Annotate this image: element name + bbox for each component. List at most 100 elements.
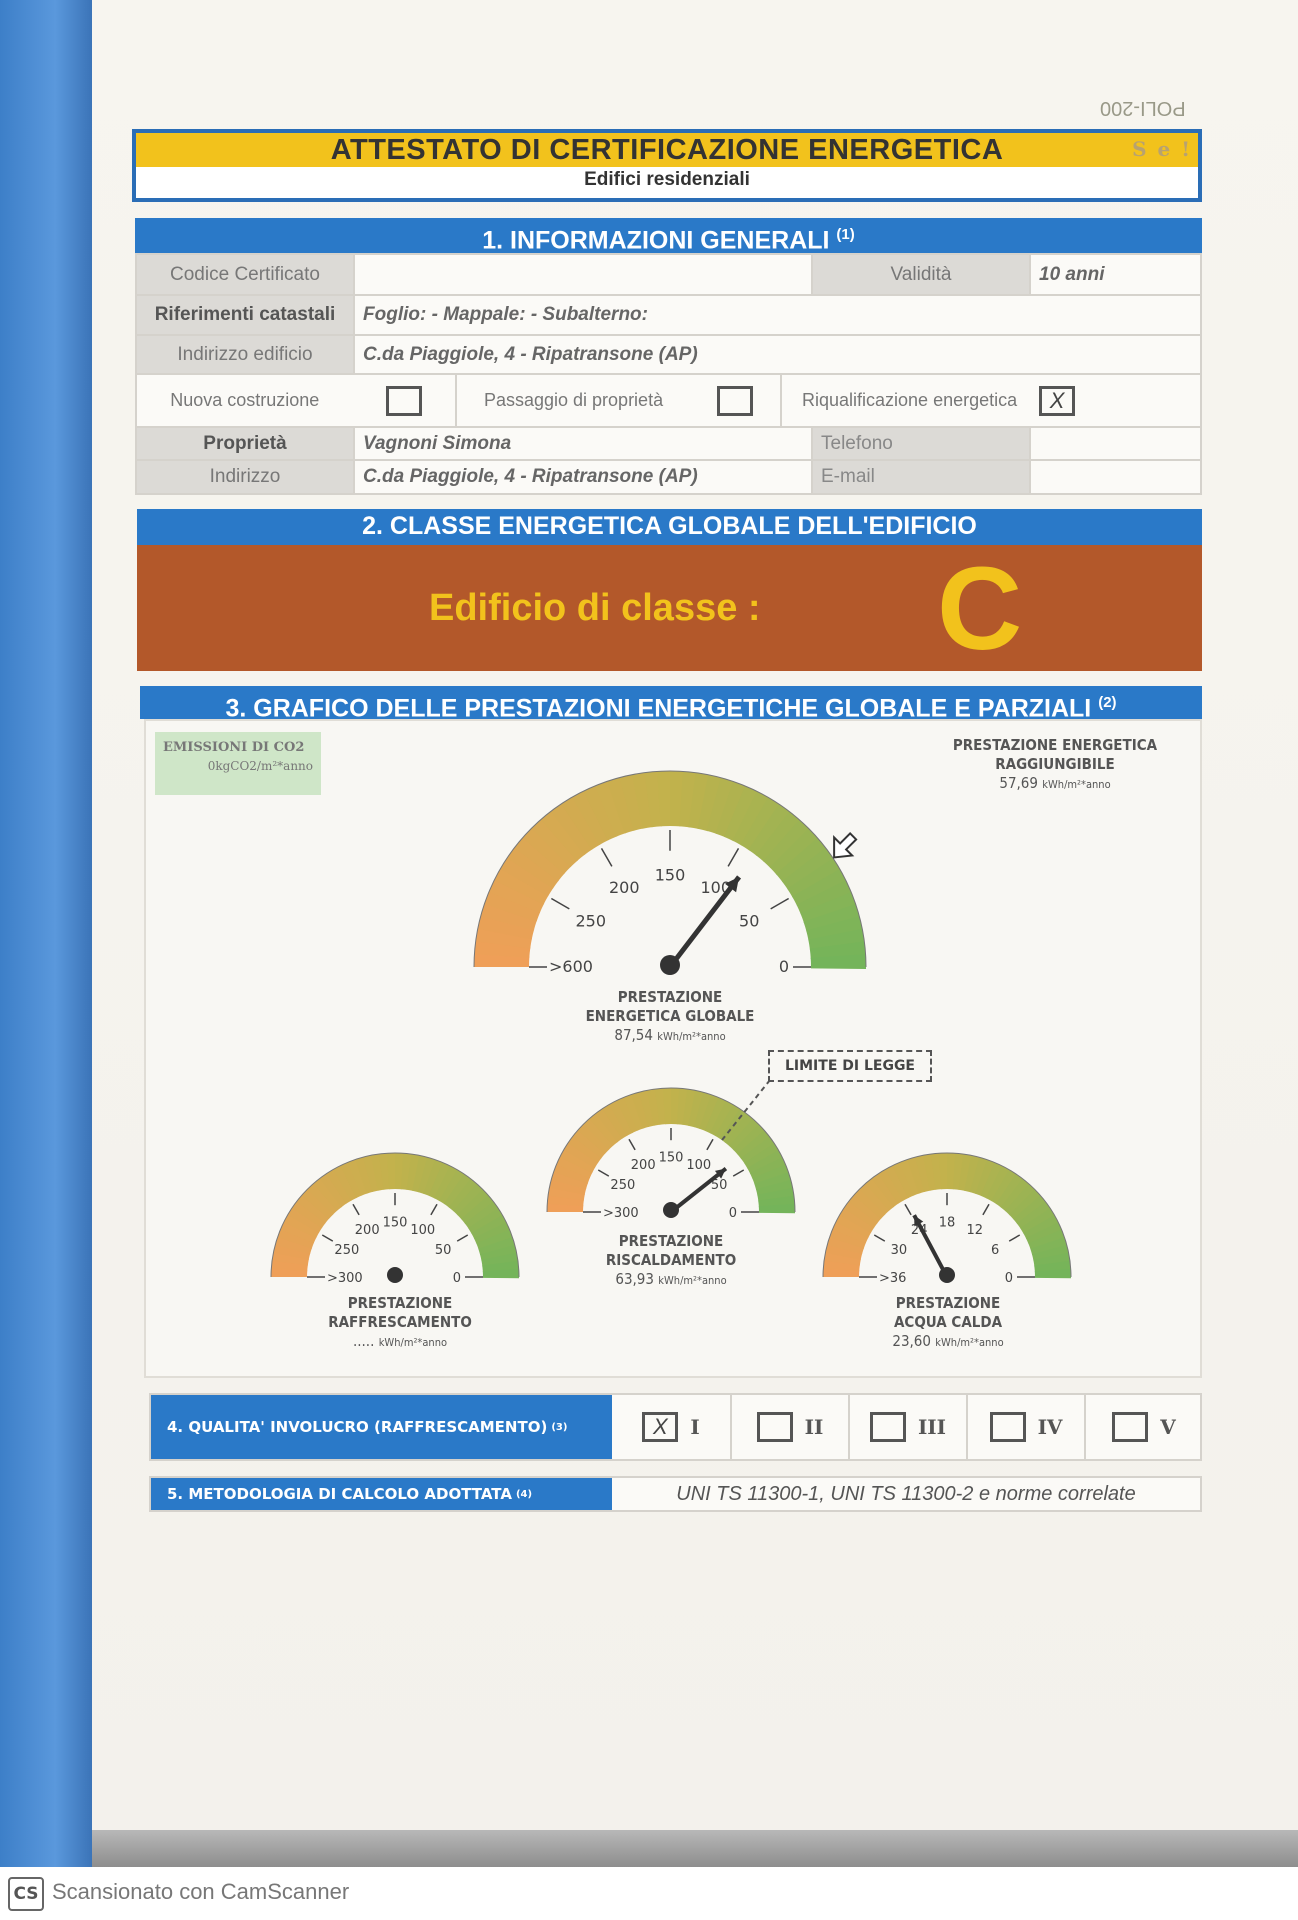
gauge-arc-segment [480,1244,517,1261]
limite-di-legge-label: LIMITE DI LEGGE [768,1050,932,1082]
document-subtitle: Edifici residenziali [584,169,750,190]
gauge-arc-segment [482,1260,519,1273]
gauge-arc-segment [406,1154,421,1191]
gauge-tick [430,1203,438,1216]
gauge-tick-label: 150 [383,1215,408,1230]
gauge-arc-segment [275,1236,312,1255]
gauge-arc-segment [654,1088,667,1125]
gauge-arc-segment [747,1150,783,1174]
gauge-hub [939,1267,955,1283]
gauge-arc-segment [776,837,827,883]
gauge-arc-segment [644,771,663,828]
gauge-tick-label: 250 [334,1243,359,1258]
quality-option-III[interactable]: III [848,1395,966,1459]
gauge-tick-label: 0 [1005,1271,1013,1286]
class-value: C [937,543,1023,675]
gauge-arc-segment [638,1090,655,1127]
gauge-arc-segment [273,1243,311,1260]
gauge-arc-segment [995,1173,1024,1208]
gauge-needle-head [714,1168,726,1179]
raggiungibile-title1: PRESTAZIONE ENERGETICA [952,736,1158,754]
checkbox[interactable] [869,1412,906,1442]
gauge-arc-segment [1013,1195,1047,1225]
gauge-arc-segment [572,790,609,845]
checkbox[interactable] [385,385,422,416]
gauge-arc-segment [287,1207,323,1233]
gauge-arc-segment [679,771,698,828]
gauge-arc-segment [475,926,532,949]
gauge-tick [597,1169,610,1177]
gauge-arc-segment [715,1104,741,1140]
gauge-arc-segment [704,1097,727,1134]
gauge-value: 23,60 [892,1332,931,1350]
checkbox[interactable] [1112,1412,1149,1442]
gauge-hub [660,955,680,975]
gauge-arc-segment [567,1135,602,1164]
option-passaggio-proprieta[interactable]: Passaggio di proprietà [457,375,782,426]
checkbox-checked[interactable]: X [1039,385,1076,416]
gauge-arc-segment [333,1165,357,1201]
gauge-arc-segment [291,1200,326,1229]
indirizzo-label: Indirizzo [135,459,355,495]
option-riqualificazione-energetica[interactable]: Riqualificazione energetica X [782,375,1200,426]
gauge-arc-segment [952,1153,965,1190]
gauge-arc-segment [835,1213,872,1239]
gauge-tick-label: 0 [779,957,789,976]
gauge-arc-segment [572,1129,606,1159]
gauge-arc-segment [843,1200,878,1229]
performance-chart-area [144,719,1202,1378]
gauge-arc-segment [991,1169,1017,1205]
co2-value: 0kgCO2/m²*anno [207,759,313,773]
gauge-outline [546,1087,796,1213]
section1-note: (1) [836,226,855,243]
gauge-tick-label: 0 [729,1206,737,1221]
quality-option-II[interactable]: II [730,1395,848,1459]
gauge-arc-segment [559,1148,596,1174]
gauge-value: 87,54 [614,1026,653,1044]
gauge-arc-segment [412,1155,429,1193]
option-label: III [917,1415,947,1439]
gauge-arc-segment [494,867,549,905]
quality-option-V[interactable]: V [1084,1395,1202,1459]
gauge-tick [628,1138,636,1151]
gauge-tick-label: >300 [603,1206,639,1221]
checkbox-checked[interactable]: X [642,1412,679,1442]
gauge-arc-segment [561,796,601,850]
energy-class-box: Edificio di classe : C [137,543,1202,675]
gauge-arc-segment [885,1165,909,1201]
gauge-arc-segment [631,1091,650,1129]
gauge-arc-segment [423,1159,444,1196]
quality-option-IV[interactable]: IV [966,1395,1084,1459]
gauge-arc-segment [563,1142,599,1168]
gauge-arc-segment [386,1152,397,1190]
gauge-arc-segment [548,1186,585,1201]
gauge-arc-segment [755,811,801,862]
gauge-arc-segment [457,1189,489,1220]
gauge-arc-segment [443,1173,472,1208]
general-info-table: Codice Certificato Validità 10 anni Riferi… [135,253,1202,495]
gauge-arc-segment [709,1100,735,1137]
gauge-value: 63,93 [615,1270,654,1288]
gauge-arc-segment [473,1222,510,1245]
checkbox[interactable] [756,1412,793,1442]
gauge-tick-label: 100 [700,878,731,897]
gauge-arc-segment [326,1169,352,1204]
proprieta-value: Vagnoni Simona [353,426,813,461]
gauge-arc-segment [540,810,586,861]
scan-edge [92,1830,1298,1867]
gauge-tick-label: >36 [879,1271,906,1286]
checkbox[interactable] [717,385,754,416]
document-title: ATTESTATO DI CERTIFICAZIONE ENERGETICA [136,133,1198,167]
gauge-arc-segment [1032,1244,1069,1261]
section4-label: 4. QUALITA' INVOLUCRO (RAFFRESCAMENTO) (3… [151,1395,612,1459]
gauge-tick-label: 50 [739,911,759,930]
raggiungibile-unit: kWh/m²*anno [1042,778,1111,791]
section4-note: (3) [551,1421,568,1433]
gauge-arc-segment [1000,1178,1030,1212]
camscanner-logo: CS [8,1877,44,1911]
checkbox[interactable] [989,1412,1026,1442]
option-nuova-costruzione[interactable]: Nuova costruzione [137,375,457,426]
gauge-arc-segment [930,1153,943,1190]
gauge-arc-segment [823,1259,860,1272]
